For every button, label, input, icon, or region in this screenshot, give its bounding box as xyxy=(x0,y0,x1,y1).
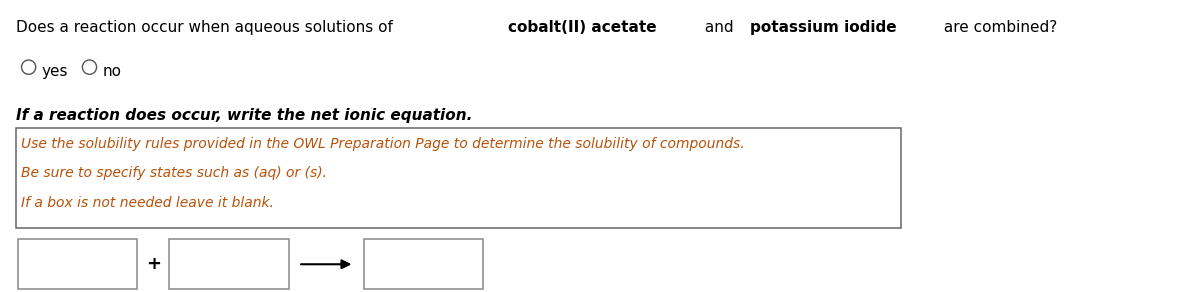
Text: are combined?: are combined? xyxy=(939,20,1057,35)
Text: Use the solubility rules provided in the OWL Preparation Page to determine the s: Use the solubility rules provided in the… xyxy=(21,137,746,151)
Text: Does a reaction occur when aqueous solutions of: Does a reaction occur when aqueous solut… xyxy=(16,20,397,35)
Text: cobalt(II) acetate: cobalt(II) acetate xyxy=(508,20,656,35)
Text: +: + xyxy=(146,255,161,273)
Text: no: no xyxy=(103,64,122,79)
Text: yes: yes xyxy=(42,64,68,79)
Text: If a reaction does occur, write the net ionic equation.: If a reaction does occur, write the net … xyxy=(16,108,472,123)
FancyBboxPatch shape xyxy=(18,239,137,289)
Text: potassium iodide: potassium iodide xyxy=(749,20,896,35)
Ellipse shape xyxy=(82,60,97,74)
FancyBboxPatch shape xyxy=(364,239,483,289)
Text: If a box is not needed leave it blank.: If a box is not needed leave it blank. xyxy=(21,196,274,210)
Text: and: and xyxy=(700,20,738,35)
Text: Be sure to specify states such as (aq) or (s).: Be sure to specify states such as (aq) o… xyxy=(21,166,327,180)
FancyBboxPatch shape xyxy=(16,128,901,228)
Ellipse shape xyxy=(21,60,36,74)
FancyBboxPatch shape xyxy=(169,239,289,289)
